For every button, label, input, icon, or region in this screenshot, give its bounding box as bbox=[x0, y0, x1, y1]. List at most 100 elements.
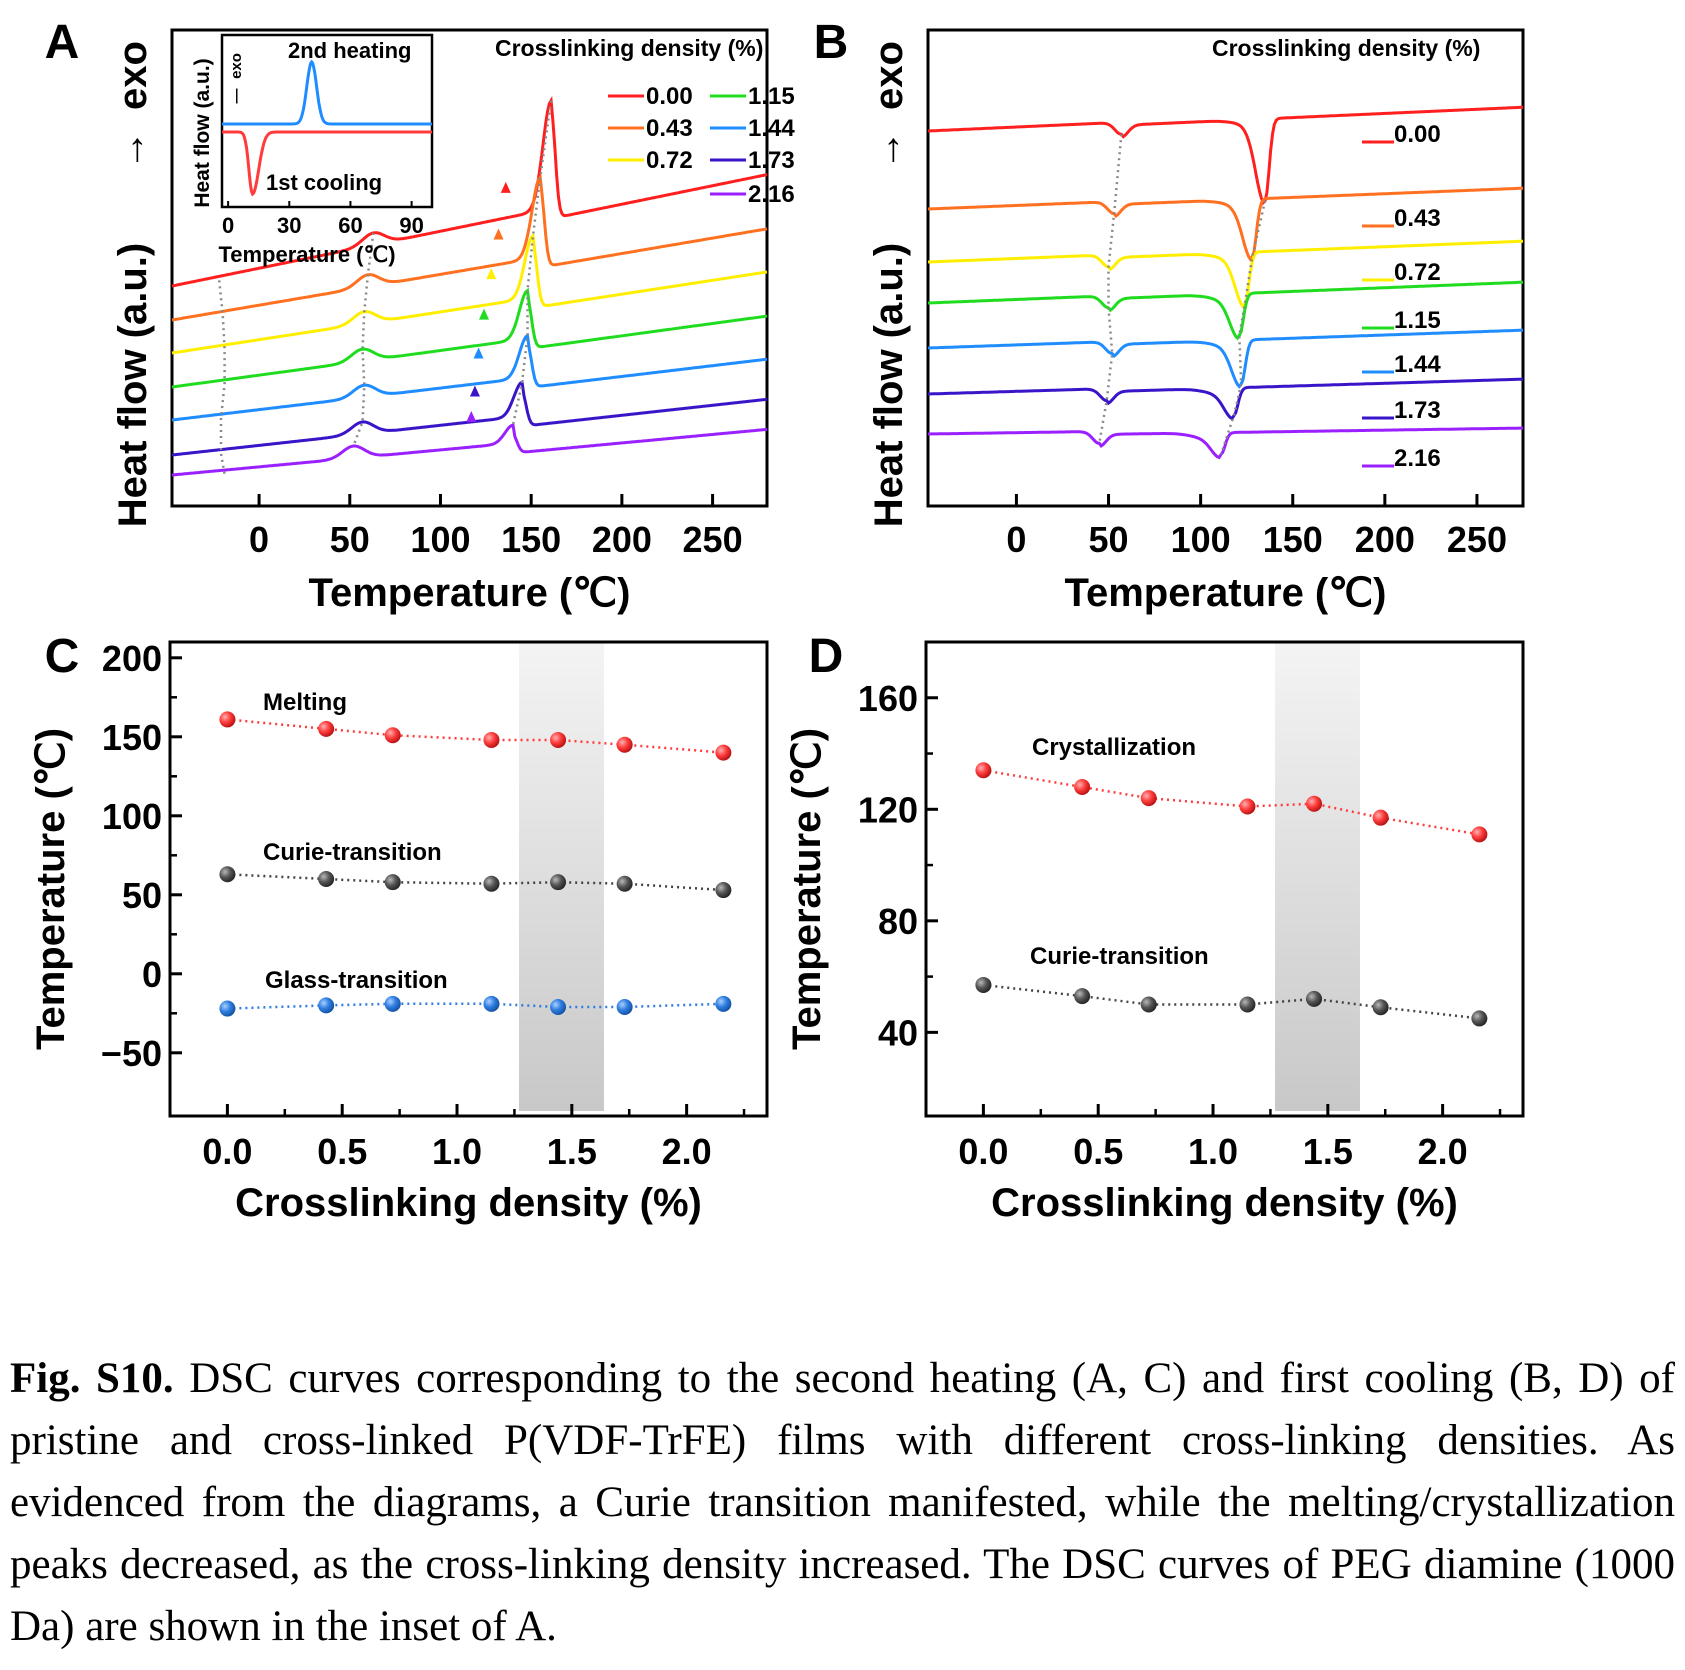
x-tick-label: 0 bbox=[249, 519, 269, 560]
legend-label: 0.72 bbox=[646, 147, 693, 174]
legend-label: 0.00 bbox=[1394, 121, 1441, 148]
legend-label: 0.43 bbox=[1394, 205, 1441, 232]
melting-guide-line bbox=[511, 100, 553, 426]
series-label: Glass-transition bbox=[265, 967, 448, 994]
glass-guide-line bbox=[217, 280, 226, 475]
y-tick-label: 80 bbox=[878, 901, 918, 942]
x-tick-label: 250 bbox=[683, 519, 743, 560]
inset-x-tick-label: 90 bbox=[399, 213, 423, 238]
data-point bbox=[1074, 988, 1091, 1005]
x-tick-label: 0.0 bbox=[958, 1131, 1008, 1172]
legend-label: 1.44 bbox=[748, 115, 795, 142]
plot-frame bbox=[170, 28, 769, 508]
inset-x-tick-label: 0 bbox=[222, 213, 234, 238]
panel-c: C 0.0 0.5 1.0 1.5 2.0 −50 0 50 100 150 200 Crosslink… bbox=[29, 630, 769, 1225]
data-point bbox=[483, 731, 500, 748]
data-point bbox=[219, 1000, 236, 1017]
caption-label: Fig. S10. bbox=[10, 1355, 174, 1402]
data-point bbox=[550, 874, 567, 891]
data-point bbox=[715, 995, 732, 1012]
panel-letter: A bbox=[45, 16, 80, 69]
x-tick-label: 2.0 bbox=[662, 1131, 712, 1172]
data-point bbox=[550, 998, 567, 1015]
legend-label: 1.73 bbox=[1394, 397, 1441, 424]
series-label: Melting bbox=[263, 689, 347, 716]
y-axis-arrow-label: exo bbox=[867, 41, 911, 110]
data-point bbox=[1372, 999, 1389, 1016]
series-line bbox=[983, 769, 1480, 836]
curie-guide-line bbox=[352, 232, 375, 447]
y-axis-label: Heat flow (a.u.) bbox=[867, 243, 911, 527]
curve-0.00 bbox=[927, 105, 1524, 206]
x-tick-label: 0.0 bbox=[202, 1131, 252, 1172]
shaded-band bbox=[1275, 642, 1360, 1111]
x-tick-label: 100 bbox=[410, 519, 470, 560]
y-tick-label: 100 bbox=[102, 796, 162, 837]
curve-0.72 bbox=[927, 239, 1524, 310]
x-axis-label: Temperature (℃) bbox=[1064, 571, 1386, 615]
data-point bbox=[616, 736, 633, 753]
panel-letter: B bbox=[814, 16, 849, 69]
data-point bbox=[483, 995, 500, 1012]
panel-b: B 0 50 100 150 200 250 Temperature (℃) Heat flow… bbox=[814, 16, 1525, 615]
y-axis-label: Heat flow (a.u.) bbox=[111, 243, 155, 527]
series-line bbox=[227, 718, 724, 754]
x-tick-label: 200 bbox=[592, 519, 652, 560]
y-axis-label: Temperature (℃) bbox=[785, 728, 829, 1050]
curve-1.15 bbox=[927, 280, 1524, 341]
x-axis-label: Temperature (℃) bbox=[308, 571, 630, 615]
data-point bbox=[318, 997, 335, 1014]
data-point bbox=[1306, 990, 1323, 1007]
data-point bbox=[384, 995, 401, 1012]
triangle-marker-1.44 bbox=[473, 347, 484, 359]
data-point bbox=[483, 875, 500, 892]
legend-label: 1.73 bbox=[748, 147, 795, 174]
data-point bbox=[384, 874, 401, 891]
panel-letter: D bbox=[809, 630, 844, 683]
x-tick-label: 250 bbox=[1447, 519, 1507, 560]
inset-exo-label: exo bbox=[228, 53, 245, 79]
y-tick-label: 150 bbox=[102, 717, 162, 758]
data-point bbox=[715, 882, 732, 899]
caption-text: DSC curves corresponding to the second h… bbox=[10, 1355, 1675, 1650]
x-tick-label: 100 bbox=[1171, 519, 1231, 560]
curie-guide-line bbox=[1098, 134, 1123, 444]
inset-x-axis-label: Temperature (℃) bbox=[218, 242, 395, 267]
curve-2.16 bbox=[171, 423, 768, 477]
data-point bbox=[1471, 826, 1488, 843]
data-point bbox=[1074, 778, 1091, 795]
legend-title: Crosslinking density (%) bbox=[1212, 35, 1480, 61]
inset-series-label: 2nd heating bbox=[288, 38, 411, 63]
y-tick-label: −50 bbox=[101, 1033, 162, 1074]
panel-letter: C bbox=[45, 630, 80, 683]
data-point bbox=[318, 871, 335, 887]
inset-curve-heating bbox=[222, 59, 432, 126]
legend-label: 2.16 bbox=[748, 181, 795, 208]
data-point bbox=[219, 866, 236, 883]
data-point bbox=[1140, 790, 1157, 807]
data-point bbox=[550, 731, 567, 748]
y-axis-label: Temperature (℃) bbox=[29, 728, 73, 1050]
triangle-marker-0.72 bbox=[486, 268, 497, 280]
curve-1.44 bbox=[171, 333, 768, 422]
x-tick-label: 1.5 bbox=[1303, 1131, 1353, 1172]
data-point bbox=[616, 998, 633, 1015]
x-tick-label: 1.0 bbox=[432, 1131, 482, 1172]
curve-1.15 bbox=[171, 287, 768, 389]
exo-arrow-icon: → bbox=[109, 130, 153, 170]
data-point bbox=[1306, 795, 1323, 812]
x-tick-label: 0.5 bbox=[1073, 1131, 1123, 1172]
triangle-marker-2.16 bbox=[466, 411, 477, 423]
inset-exo-arrow-icon: — bbox=[228, 89, 245, 104]
triangle-marker-1.15 bbox=[479, 308, 490, 320]
y-tick-label: 0 bbox=[142, 954, 162, 995]
legend-label: 1.44 bbox=[1394, 351, 1441, 378]
data-point bbox=[1140, 996, 1157, 1013]
triangle-marker-0.00 bbox=[500, 181, 511, 193]
plot-frame bbox=[168, 640, 769, 1118]
data-point bbox=[975, 976, 992, 993]
y-tick-label: 120 bbox=[858, 789, 918, 830]
x-tick-label: 150 bbox=[1263, 519, 1323, 560]
data-point bbox=[1239, 996, 1256, 1013]
inset-y-label-group: Heat flow (a.u.) bbox=[191, 58, 214, 207]
